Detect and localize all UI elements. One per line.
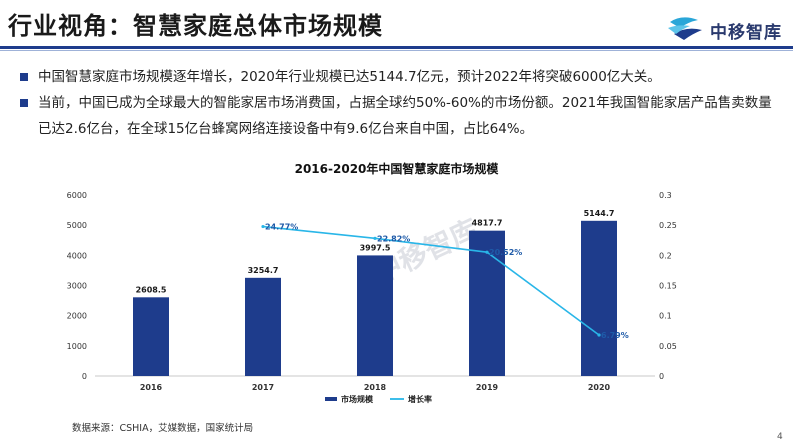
legend-bar-swatch (325, 397, 337, 401)
bullet-item: 中国智慧家庭市场规模逐年增长，2020年行业规模已达5144.7亿元，预计202… (20, 64, 782, 90)
bar-value-label: 2608.5 (136, 285, 167, 294)
y-right-tick-label: 0.3 (659, 191, 672, 200)
y-right-tick-label: 0.05 (659, 342, 677, 351)
market-size-chart: 中移智库010002000300040005000600000.050.10.1… (67, 191, 677, 404)
bar-value-label: 3254.7 (248, 266, 279, 275)
y-right-tick-label: 0.15 (659, 282, 677, 291)
x-tick-label: 2019 (476, 383, 499, 392)
page-title: 行业视角：智慧家庭总体市场规模 (8, 12, 383, 40)
bullet-item: 当前，中国已成为全球最大的智能家居市场消费国，占据全球约50%-60%的市场份额… (20, 90, 782, 142)
chart-title: 2016-2020年中国智慧家庭市场规模 (294, 162, 499, 176)
y-left-tick-label: 1000 (67, 342, 87, 351)
y-left-tick-label: 4000 (67, 251, 87, 260)
bar (581, 220, 617, 376)
title-divider (0, 46, 793, 49)
legend-bar-label: 市场规模 (341, 394, 374, 404)
bar (133, 297, 169, 376)
growth-rate-label: 22.82% (377, 234, 410, 243)
bar-value-label: 5144.7 (584, 209, 615, 218)
bar (357, 255, 393, 376)
y-left-tick-label: 3000 (67, 282, 87, 291)
brand-logo: 中移智库 (664, 12, 784, 44)
bullet-list: 中国智慧家庭市场规模逐年增长，2020年行业规模已达5144.7亿元，预计202… (20, 64, 782, 142)
growth-rate-label: 6.79% (601, 331, 629, 340)
x-tick-label: 2020 (588, 383, 611, 392)
growth-rate-point (597, 333, 601, 337)
x-tick-label: 2018 (364, 383, 387, 392)
y-right-tick-label: 0 (659, 372, 664, 381)
brand-logo-icon (668, 17, 702, 40)
y-left-tick-label: 5000 (67, 221, 87, 230)
bar (245, 277, 281, 376)
y-left-tick-label: 2000 (67, 312, 87, 321)
x-tick-label: 2016 (140, 383, 163, 392)
bar-value-label: 4817.7 (472, 219, 503, 228)
growth-rate-label: 24.77% (265, 223, 298, 232)
y-right-tick-label: 0.1 (659, 312, 672, 321)
growth-rate-point (485, 250, 489, 254)
y-right-tick-label: 0.25 (659, 221, 677, 230)
growth-rate-point (261, 224, 265, 229)
growth-rate-line (262, 225, 600, 336)
y-right-tick-label: 0.2 (659, 251, 672, 260)
data-source: 数据来源：CSHIA，艾媒数据，国家统计局 (72, 423, 254, 434)
growth-rate-point (373, 236, 377, 240)
growth-rate-label: 20.52% (489, 248, 522, 257)
y-left-tick-label: 0 (82, 372, 87, 381)
bar-value-label: 3997.5 (360, 243, 391, 252)
y-left-tick-label: 6000 (67, 191, 87, 200)
page-number: 4 (777, 432, 783, 442)
x-tick-label: 2017 (252, 383, 274, 392)
title-divider-thin (0, 50, 793, 51)
legend-line-label: 增长率 (408, 394, 432, 404)
bar (469, 230, 505, 376)
brand-logo-text: 中移智库 (710, 23, 782, 43)
